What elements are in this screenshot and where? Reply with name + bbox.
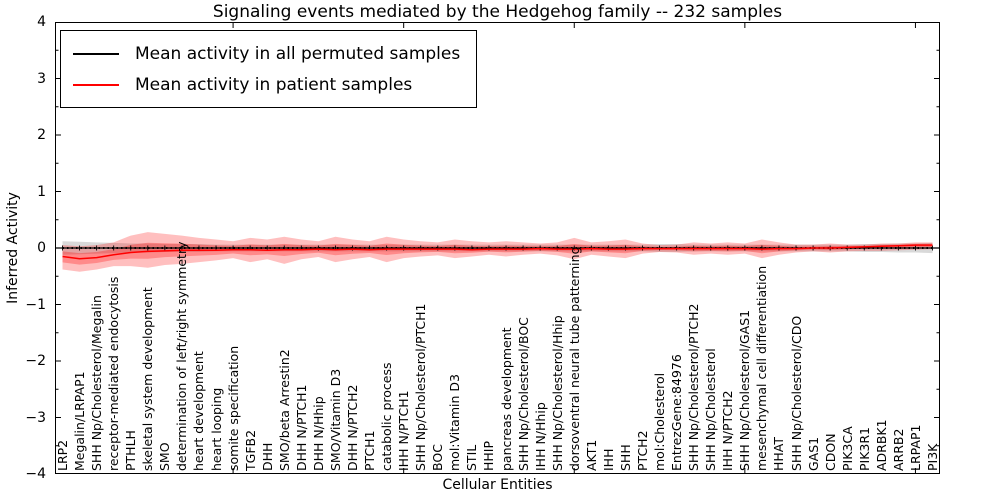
x-tick-label: PTCH1 (362, 430, 378, 471)
x-tick-label: SMO/beta Arrestin2 (276, 349, 292, 471)
x-tick-label: DHH (259, 442, 275, 471)
y-tick-label: −1 (25, 296, 46, 313)
y-tick-label: 3 (37, 70, 46, 87)
chart-title: Signaling events mediated by the Hedgeho… (212, 2, 783, 22)
legend-entry-patient: Mean activity in patient samples (73, 69, 460, 100)
x-tick-label: HHAT (771, 436, 787, 471)
legend-label-patient: Mean activity in patient samples (135, 74, 413, 95)
x-tick-label: SHH Np/Cholesterol/PTCH2 (686, 303, 702, 472)
x-tick-label: SHH Np/Cholesterol/GAS1 (737, 309, 753, 471)
x-tick-label: DHH N/Hhip (310, 396, 326, 471)
legend-entry-permuted: Mean activity in all permuted samples (73, 38, 460, 69)
x-tick-label: LRP2 (55, 439, 70, 471)
x-tick-label: mol:Cholesterol (652, 372, 668, 471)
permuted-line-swatch (73, 52, 119, 55)
x-tick-label: TGFB2 (242, 429, 258, 471)
y-tick-label: 0 (37, 240, 46, 256)
x-tick-label: AKT1 (583, 439, 599, 471)
x-tick-label: mesenchymal cell differentiation (754, 265, 770, 471)
y-tick-label: 4 (37, 14, 46, 30)
x-tick-label: PI3K (925, 443, 940, 471)
legend-box: Mean activity in all permuted samples Me… (60, 30, 478, 108)
x-tick-label: heart development (191, 351, 207, 471)
y-tick-label: 1 (37, 183, 46, 200)
x-tick-label: IHH N/PTCH1 (396, 390, 412, 471)
x-tick-label: SHH Np/Cholesterol/CDO (788, 315, 804, 471)
x-tick-label: IHH N/Hhip (532, 402, 548, 471)
x-tick-label: determination of left/right symmetry (174, 241, 190, 472)
x-tick-label: BOC (430, 444, 446, 471)
x-tick-label: SHH Np/Cholesterol (703, 348, 719, 471)
patient-line-swatch (73, 83, 119, 86)
x-tick-label: SHH Np/Cholesterol/PTCH1 (413, 303, 429, 472)
x-tick-label: pancreas development (498, 327, 514, 471)
y-tick-label: −4 (25, 466, 46, 482)
x-tick-label: PIK3R1 (856, 426, 872, 471)
legend-label-permuted: Mean activity in all permuted samples (135, 43, 461, 64)
x-tick-label: ADRBK1 (873, 419, 889, 471)
x-tick-label: somite specification (225, 345, 241, 471)
x-tick-label: HHIP (481, 440, 497, 471)
x-tick-label: SMO (157, 442, 173, 471)
x-tick-label: SHH Np/Cholesterol/Megalin (89, 295, 105, 471)
x-tick-label: IHH (600, 448, 616, 472)
x-tick-label: ARRB2 (890, 428, 906, 471)
plot-area (55, 22, 940, 474)
x-tick-label: SMO/Vitamin D3 (327, 368, 343, 471)
x-tick-label: skeletal system development (140, 287, 156, 471)
x-tick-label: IHH N/PTCH2 (720, 390, 736, 471)
patient-band-outer (62, 232, 933, 272)
x-tick-label: SHH (617, 444, 633, 471)
x-tick-label: EntrezGene:84976 (669, 354, 685, 471)
y-tick-label: −3 (25, 409, 46, 426)
x-tick-label: heart looping (208, 387, 224, 471)
x-tick-label: DHH N/PTCH2 (345, 384, 360, 471)
x-tick-label: mol:Vitamin D3 (447, 374, 463, 471)
x-tick-label: PTHLH (123, 430, 139, 471)
x-tick-label: SHH Np/Cholesterol/Hhip (549, 315, 565, 471)
x-tick-label: receptor-mediated endocytosis (106, 276, 122, 471)
x-tick-label: DHH N/PTCH1 (293, 384, 309, 471)
x-tick-label: GAS1 (805, 436, 821, 471)
x-tick-label: PTCH2 (635, 430, 650, 471)
plot-frame (55, 22, 940, 474)
x-tick-label: STIL (464, 444, 480, 471)
x-axis-label: Cellular Entities (442, 477, 553, 493)
patient-mean-line (62, 244, 933, 260)
y-tick-label: 2 (37, 127, 46, 143)
x-tick-label: catabolic process (379, 362, 395, 471)
x-tick-label: CDON (822, 433, 838, 471)
x-tick-label: LRPAP1 (907, 424, 923, 471)
x-tick-label: SHH Np/Cholesterol/BOC (515, 317, 531, 471)
x-tick-label: Megalin/LRPAP1 (72, 371, 88, 471)
axis-ticks (55, 22, 940, 474)
x-tick-label: PIK3CA (839, 426, 855, 471)
x-tick-label: dorsoventral neural tube patterning (566, 246, 582, 472)
y-tick-label: −2 (25, 353, 46, 369)
